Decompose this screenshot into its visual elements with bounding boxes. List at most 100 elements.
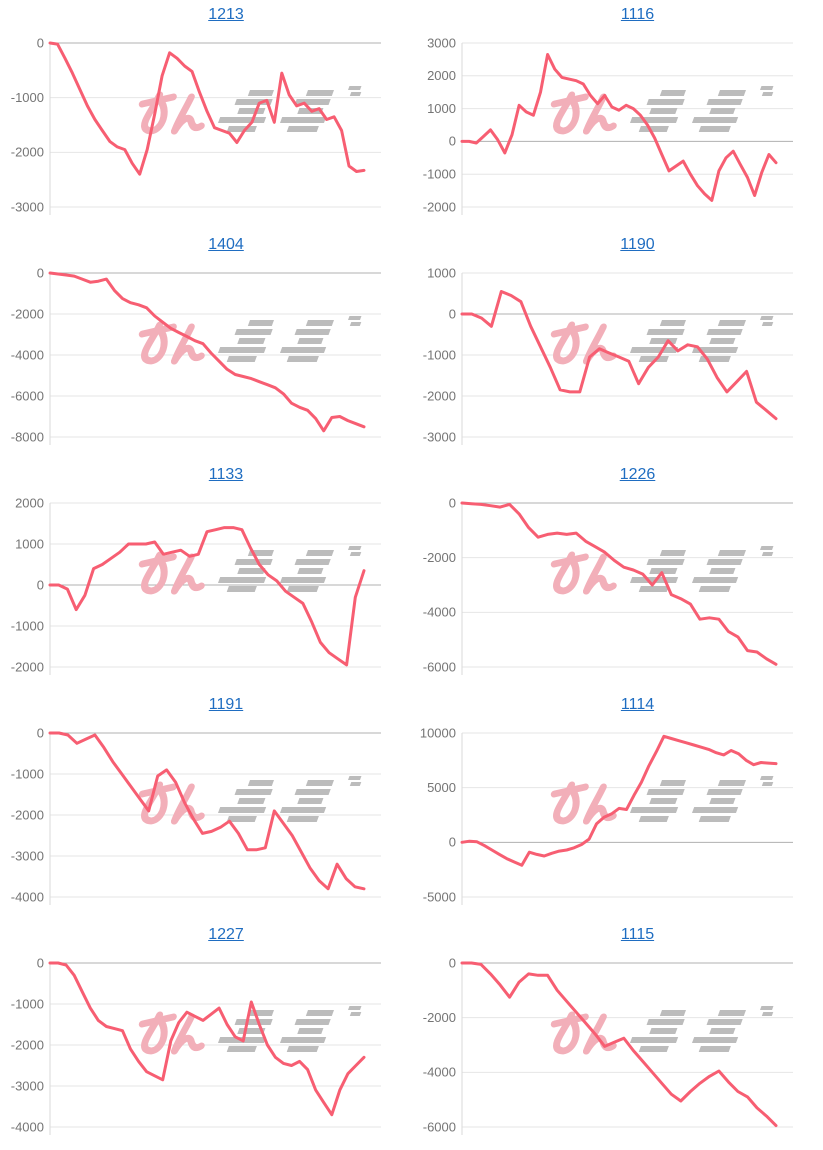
chart-card-1115: 1115 0 -2000 -4000 -6000 <box>412 920 823 1150</box>
y-axis-tick-label: -5000 <box>423 889 456 904</box>
y-axis-tick-label: -4000 <box>11 1119 44 1134</box>
watermark-pink-glyphs <box>138 1011 205 1055</box>
chart-canvas-1227: 0 -1000 -2000 -3000 -4000 <box>11 955 381 1135</box>
chart-card-1213: 1213 0 -1000 -2000 -3000 <box>0 0 412 230</box>
watermark-logo <box>138 316 362 365</box>
watermark-gray-glyphs <box>217 546 362 592</box>
chart-canvas-1190: 1000 0 -1000 -2000 -3000 <box>423 265 793 445</box>
chart-title-link-1213[interactable]: 1213 <box>208 6 244 23</box>
y-axis-tick-label: -8000 <box>11 429 44 444</box>
y-axis-tick-label: -1000 <box>11 618 44 633</box>
series-line-1191 <box>48 731 366 891</box>
chart-canvas-1116: 3000 2000 1000 0 -1000 -2000 <box>423 35 793 215</box>
chart-canvas-1133: 2000 1000 0 -1000 -2000 <box>11 495 381 675</box>
y-axis-tick-label: 0 <box>449 134 456 149</box>
watermark-pink-glyphs <box>550 781 617 825</box>
y-axis-tick-label: -1000 <box>11 766 44 781</box>
chart-card-1226: 1226 0 -2000 -4000 -6000 <box>412 460 823 690</box>
watermark-logo <box>138 546 362 595</box>
y-axis-tick-label: 10000 <box>420 725 456 740</box>
y-axis-tick-label: 0 <box>449 306 456 321</box>
chart-title-row: 1133 <box>50 466 402 490</box>
y-axis-tick-label: 1000 <box>427 101 456 116</box>
y-axis-tick-label: -3000 <box>423 429 456 444</box>
y-axis-tick-label: 0 <box>37 955 44 970</box>
chart-title-row: 1227 <box>50 926 402 950</box>
watermark-gray-glyphs <box>217 776 362 822</box>
y-axis-tick-label: -4000 <box>11 347 44 362</box>
y-axis-tick-label: -2000 <box>423 550 456 565</box>
y-axis-tick-label: -6000 <box>11 388 44 403</box>
chart-canvas-1191: 0 -1000 -2000 -3000 -4000 <box>11 725 381 905</box>
chart-title-row: 1116 <box>462 6 813 30</box>
chart-canvas-1115: 0 -2000 -4000 -6000 <box>423 955 793 1135</box>
chart-card-1404: 1404 0 -2000 -4000 -6000 -8000 <box>0 230 412 460</box>
y-axis-tick-label: -6000 <box>423 1119 456 1134</box>
chart-title-link-1191[interactable]: 1191 <box>208 696 244 713</box>
chart-card-1190: 1190 1000 0 -1000 -2000 -3000 <box>412 230 823 460</box>
series-line-1114 <box>460 734 778 867</box>
watermark-gray-glyphs <box>629 316 774 362</box>
watermark-pink-glyphs <box>138 551 205 595</box>
y-axis-tick-label: 0 <box>449 495 456 510</box>
y-axis-tick-label: -1000 <box>423 166 456 181</box>
y-axis-tick-label: 0 <box>449 835 456 850</box>
y-axis-tick-label: -4000 <box>423 605 456 620</box>
chart-title-row: 1114 <box>462 696 813 720</box>
watermark-gray-glyphs <box>629 546 774 592</box>
chart-title-link-1190[interactable]: 1190 <box>620 236 655 253</box>
watermark-logo <box>550 316 774 365</box>
y-axis-tick-label: 1000 <box>15 536 44 551</box>
watermark-pink-glyphs <box>138 781 205 825</box>
y-axis-tick-label: -2000 <box>11 306 44 321</box>
y-axis-tick-label: 5000 <box>427 780 456 795</box>
y-axis-tick-label: 2000 <box>15 495 44 510</box>
chart-title-link-1226[interactable]: 1226 <box>619 466 656 483</box>
y-axis-tick-label: -6000 <box>423 659 456 674</box>
y-axis-tick-label: 2000 <box>427 68 456 83</box>
chart-title-row: 1213 <box>50 6 402 30</box>
watermark-gray-glyphs <box>629 776 774 822</box>
chart-title-link-1404[interactable]: 1404 <box>208 236 244 253</box>
chart-card-1133: 1133 2000 1000 0 -1000 -2000 <box>0 460 412 690</box>
y-axis-tick-label: -1000 <box>11 996 44 1011</box>
watermark-logo <box>550 86 774 135</box>
y-axis-tick-label: 0 <box>37 35 44 50</box>
chart-canvas-1114: 10000 5000 0 -5000 <box>420 725 793 905</box>
series-line-1133 <box>48 526 366 667</box>
chart-title-row: 1191 <box>50 696 402 720</box>
watermark-logo <box>550 1006 774 1055</box>
series-line-1116 <box>460 53 778 202</box>
watermark-pink-glyphs <box>550 551 617 595</box>
chart-title-row: 1115 <box>462 926 813 950</box>
series-line-1213 <box>48 41 366 176</box>
watermark-pink-glyphs <box>550 321 617 365</box>
watermark-gray-glyphs <box>217 316 362 362</box>
watermark-gray-glyphs <box>629 86 774 132</box>
y-axis-tick-label: 0 <box>449 955 456 970</box>
watermark-pink-glyphs <box>138 91 205 135</box>
chart-card-1191: 1191 0 -1000 -2000 -3000 -4000 <box>0 690 412 920</box>
chart-title-link-1114[interactable]: 1114 <box>620 696 655 713</box>
y-axis-tick-label: -2000 <box>423 199 456 214</box>
chart-title-link-1115[interactable]: 1115 <box>620 926 655 943</box>
watermark-logo <box>138 776 362 825</box>
y-axis-tick-label: -1000 <box>423 347 456 362</box>
chart-canvas-1213: 0 -1000 -2000 -3000 <box>11 35 381 215</box>
chart-title-link-1133[interactable]: 1133 <box>208 466 244 483</box>
y-axis-tick-label: -2000 <box>11 145 44 160</box>
chart-card-1116: 1116 3000 2000 1000 0 -1000 -2000 <box>412 0 823 230</box>
watermark-logo <box>550 776 774 825</box>
series-line-1226 <box>460 501 778 666</box>
chart-title-row: 1404 <box>50 236 402 260</box>
series-line-1115 <box>460 961 778 1128</box>
chart-card-1227: 1227 0 -1000 -2000 -3000 -4000 <box>0 920 412 1150</box>
y-axis-tick-label: -3000 <box>11 199 44 214</box>
watermark-logo <box>550 546 774 595</box>
y-axis-tick-label: -2000 <box>11 807 44 822</box>
chart-title-link-1116[interactable]: 1116 <box>620 6 655 23</box>
watermark-pink-glyphs <box>138 321 205 365</box>
chart-canvas-1226: 0 -2000 -4000 -6000 <box>423 495 793 675</box>
chart-title-link-1227[interactable]: 1227 <box>208 926 244 943</box>
